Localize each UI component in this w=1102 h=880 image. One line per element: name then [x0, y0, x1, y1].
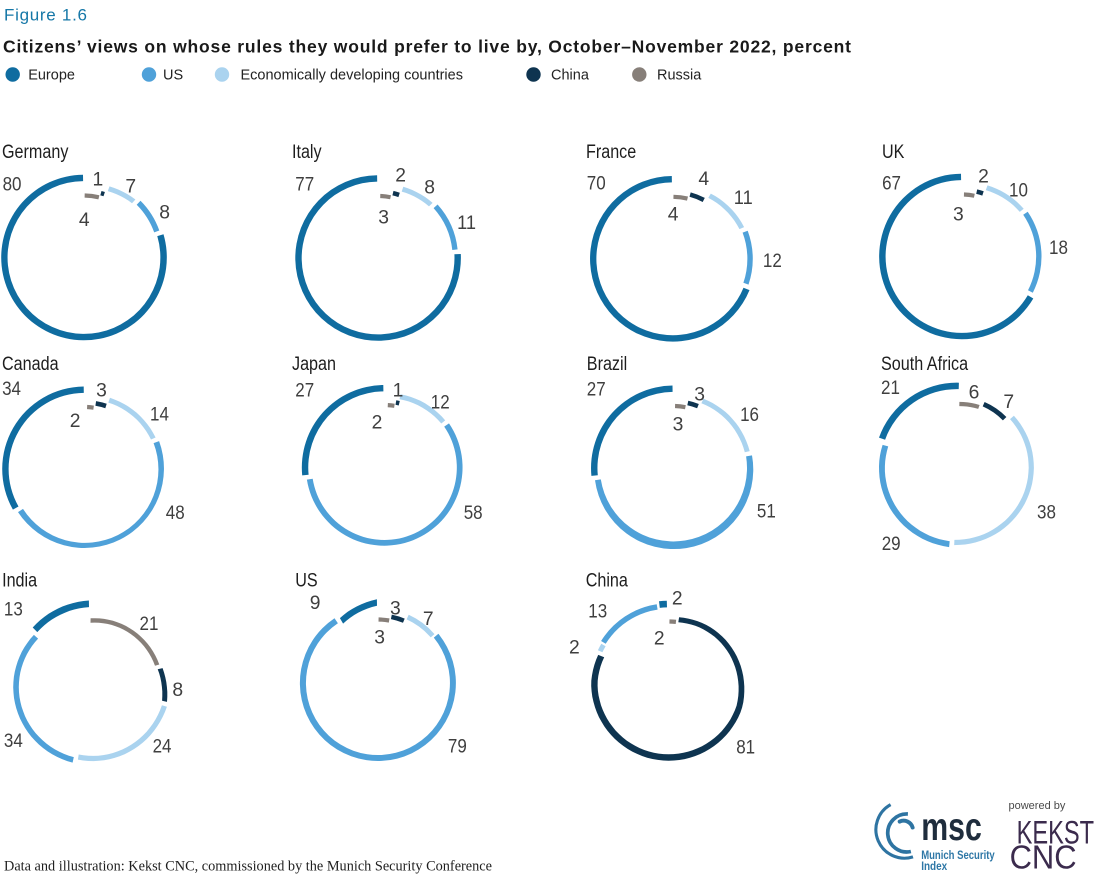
svg-text:8: 8	[172, 680, 183, 701]
svg-text:7: 7	[125, 176, 136, 197]
svg-text:13: 13	[588, 601, 607, 622]
svg-text:79: 79	[448, 737, 467, 758]
svg-text:34: 34	[2, 379, 21, 400]
svg-text:3: 3	[378, 208, 389, 229]
svg-text:4: 4	[79, 210, 90, 231]
svg-text:3: 3	[96, 381, 107, 402]
svg-text:US: US	[295, 571, 317, 592]
svg-text:2: 2	[978, 167, 989, 188]
svg-text:3: 3	[390, 598, 401, 619]
svg-text:Japan: Japan	[292, 354, 336, 375]
svg-text:24: 24	[153, 737, 172, 758]
svg-text:80: 80	[3, 175, 22, 196]
svg-text:10: 10	[1009, 181, 1028, 202]
svg-text:msc: msc	[921, 806, 982, 849]
svg-text:Europe: Europe	[28, 68, 75, 84]
svg-text:KEKST: KEKST	[1017, 814, 1095, 850]
svg-text:Canada: Canada	[2, 354, 59, 375]
svg-text:3: 3	[953, 204, 964, 225]
svg-text:48: 48	[166, 503, 185, 524]
svg-text:27: 27	[587, 379, 606, 400]
svg-text:US: US	[163, 68, 183, 84]
svg-text:2: 2	[672, 589, 683, 610]
svg-text:34: 34	[4, 731, 23, 752]
svg-text:11: 11	[734, 188, 753, 209]
svg-text:3: 3	[673, 415, 684, 436]
svg-text:77: 77	[295, 175, 314, 196]
svg-text:1: 1	[93, 170, 104, 191]
svg-text:27: 27	[295, 381, 314, 402]
svg-text:CNC: CNC	[1010, 840, 1077, 875]
svg-text:China: China	[551, 68, 590, 84]
svg-text:UK: UK	[882, 142, 905, 163]
svg-text:11: 11	[457, 213, 476, 234]
svg-text:powered by: powered by	[1009, 800, 1066, 812]
svg-text:2: 2	[654, 628, 665, 649]
svg-text:21: 21	[140, 614, 159, 635]
svg-text:9: 9	[310, 593, 321, 614]
svg-text:21: 21	[881, 378, 900, 399]
svg-text:China: China	[586, 571, 629, 592]
svg-text:2: 2	[372, 412, 383, 433]
svg-text:Russia: Russia	[657, 68, 702, 84]
svg-text:France: France	[586, 142, 636, 163]
svg-text:14: 14	[150, 404, 169, 425]
svg-text:8: 8	[424, 177, 435, 198]
svg-text:3: 3	[694, 385, 705, 406]
svg-text:4: 4	[698, 169, 709, 190]
svg-text:18: 18	[1049, 238, 1068, 259]
svg-text:7: 7	[423, 609, 434, 630]
svg-text:Italy: Italy	[292, 142, 322, 163]
svg-text:29: 29	[882, 534, 901, 555]
svg-text:13: 13	[4, 600, 23, 621]
svg-text:Economically developing countr: Economically developing countries	[241, 68, 463, 84]
svg-text:Germany: Germany	[2, 142, 69, 163]
svg-text:12: 12	[763, 251, 782, 272]
svg-text:Brazil: Brazil	[587, 354, 627, 375]
svg-text:Index: Index	[921, 859, 947, 873]
svg-text:4: 4	[668, 205, 679, 226]
svg-text:Munich Security: Munich Security	[921, 848, 995, 862]
svg-text:8: 8	[159, 202, 170, 223]
svg-text:South Africa: South Africa	[881, 354, 968, 375]
svg-text:3: 3	[374, 627, 385, 648]
svg-text:38: 38	[1037, 503, 1056, 524]
svg-text:India: India	[2, 571, 37, 592]
svg-text:2: 2	[569, 637, 580, 658]
svg-text:58: 58	[464, 503, 483, 524]
svg-text:Citizens’ views on whose rules: Citizens’ views on whose rules they woul…	[3, 37, 851, 57]
svg-text:2: 2	[395, 165, 406, 186]
svg-text:81: 81	[736, 738, 755, 759]
svg-text:70: 70	[587, 174, 606, 195]
svg-text:16: 16	[740, 405, 759, 426]
svg-text:2: 2	[70, 411, 81, 432]
svg-text:67: 67	[882, 174, 901, 195]
svg-text:6: 6	[969, 383, 980, 404]
svg-text:7: 7	[1003, 392, 1014, 413]
svg-text:Data and illustration: Kekst C: Data and illustration: Kekst CNC, commis…	[4, 859, 492, 875]
svg-text:1: 1	[393, 381, 404, 402]
svg-text:51: 51	[757, 502, 776, 523]
svg-text:Figure 1.6: Figure 1.6	[4, 6, 87, 25]
svg-text:12: 12	[431, 393, 450, 414]
